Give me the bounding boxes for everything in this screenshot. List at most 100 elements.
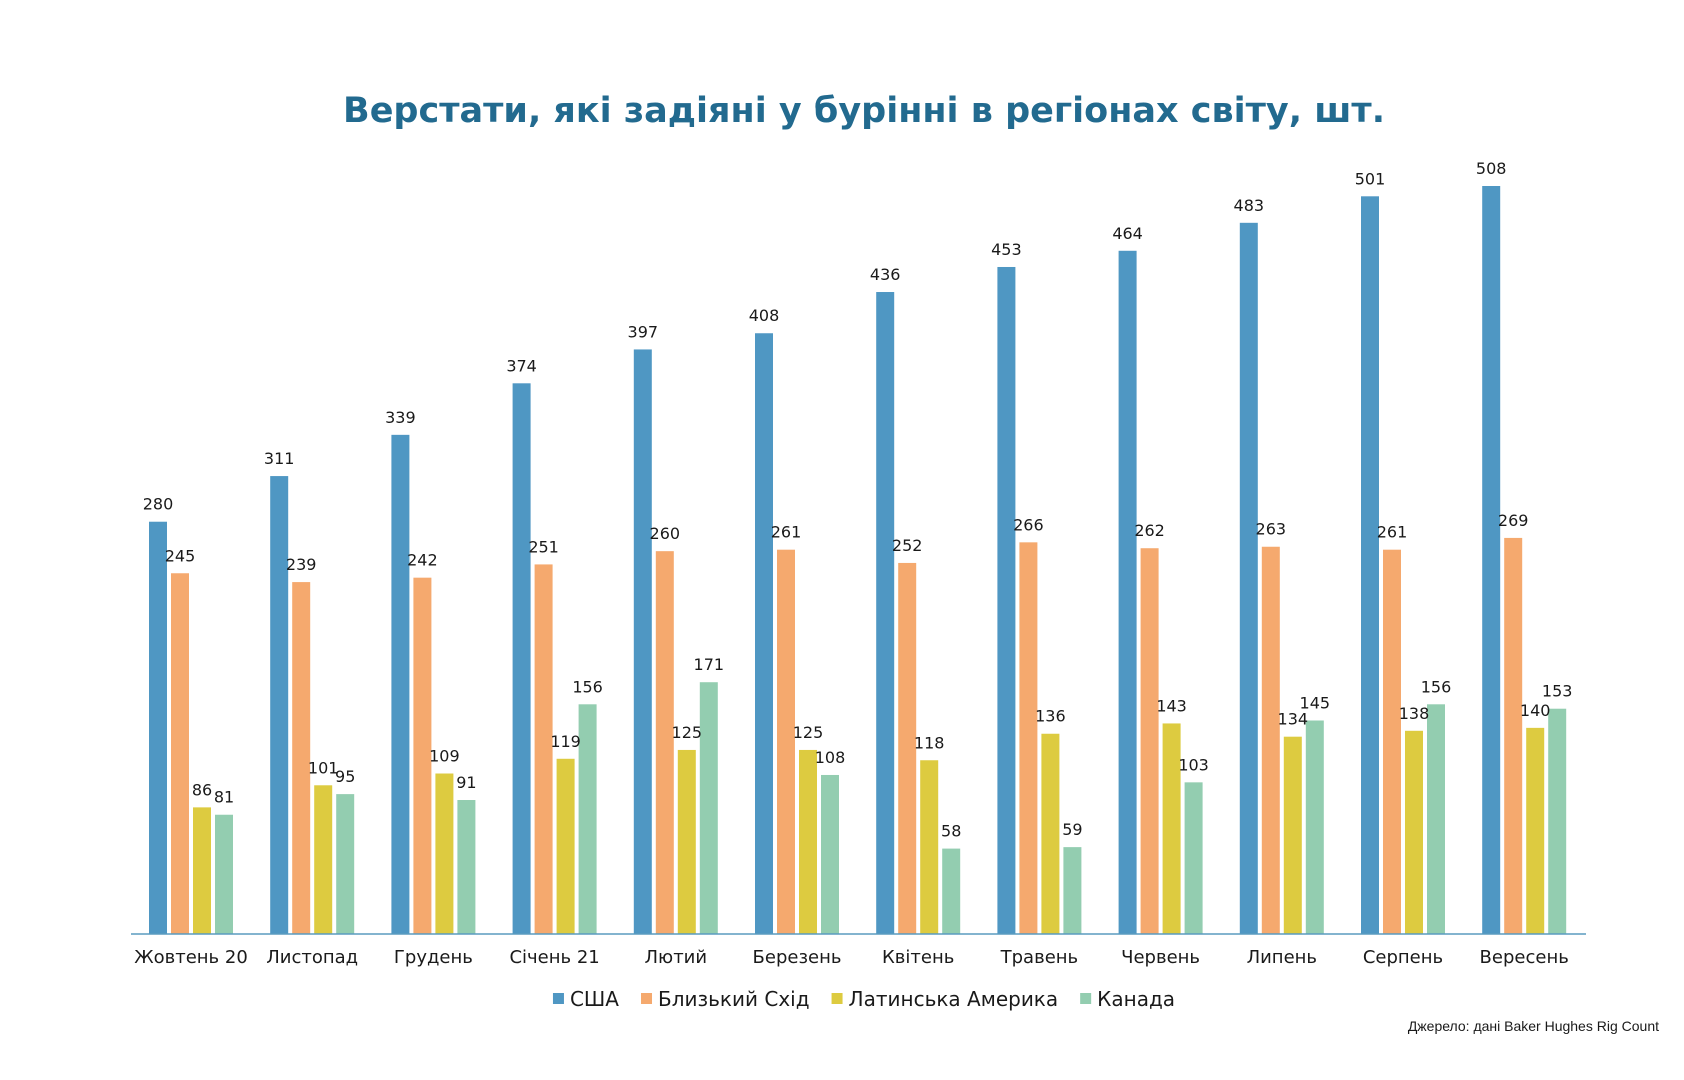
bar-1-1 bbox=[149, 521, 167, 934]
bar-4-7 bbox=[942, 848, 961, 934]
bar-value-label: 397 bbox=[628, 322, 659, 341]
bar-value-label: 125 bbox=[672, 723, 703, 742]
bar-value-label: 59 bbox=[1062, 820, 1082, 839]
bar-1-9 bbox=[1118, 250, 1137, 934]
bar-value-label: 262 bbox=[1134, 521, 1165, 540]
bar-2-8 bbox=[1019, 542, 1038, 934]
bar-value-label: 101 bbox=[308, 758, 339, 777]
bar-2-3 bbox=[413, 577, 432, 934]
bar-value-label: 140 bbox=[1520, 701, 1551, 720]
bar-3-3 bbox=[435, 773, 454, 934]
legend-swatch bbox=[552, 993, 564, 1004]
bar-2-2 bbox=[292, 582, 311, 934]
bar-4-11 bbox=[1427, 704, 1445, 934]
bar-value-label: 239 bbox=[286, 555, 317, 574]
legend-label: США bbox=[570, 987, 619, 1011]
bar-value-label: 280 bbox=[143, 495, 174, 514]
bar-4-3 bbox=[457, 800, 476, 934]
bar-1-10 bbox=[1239, 222, 1258, 934]
bar-value-label: 136 bbox=[1035, 707, 1066, 726]
legend: США Близький Схід Латинська Америка Канада bbox=[552, 987, 1175, 1011]
category-label: Травень bbox=[1000, 947, 1079, 968]
bar-value-label: 156 bbox=[572, 677, 603, 696]
category-label: Вересень bbox=[1480, 947, 1569, 968]
bar-4-10 bbox=[1305, 720, 1324, 934]
category-label: Квітень bbox=[882, 947, 954, 968]
bar-value-label: 156 bbox=[1421, 677, 1452, 696]
bar-1-11 bbox=[1361, 196, 1379, 935]
bar-value-label: 269 bbox=[1498, 511, 1529, 530]
bar-1-2 bbox=[270, 476, 289, 934]
bar-value-label: 118 bbox=[914, 733, 945, 752]
bar-3-9 bbox=[1162, 723, 1181, 934]
bar-value-label: 508 bbox=[1476, 159, 1507, 178]
bar-value-label: 125 bbox=[793, 723, 824, 742]
category-label: Березень bbox=[753, 947, 842, 968]
bar-2-6 bbox=[777, 549, 795, 934]
bar-value-label: 119 bbox=[550, 732, 581, 751]
bar-value-label: 134 bbox=[1278, 710, 1309, 729]
legend-swatch bbox=[831, 993, 843, 1004]
bar-value-label: 95 bbox=[335, 767, 355, 786]
bar-value-label: 263 bbox=[1256, 520, 1287, 539]
bar-4-8 bbox=[1063, 847, 1082, 934]
category-label: Лютий bbox=[645, 947, 708, 968]
bar-value-label: 339 bbox=[385, 408, 416, 427]
legend-label: Латинська Америка bbox=[849, 987, 1059, 1011]
bar-2-5 bbox=[655, 551, 674, 934]
category-label: Листопад bbox=[266, 947, 358, 968]
bar-1-4 bbox=[512, 383, 531, 934]
bar-3-2 bbox=[314, 785, 333, 934]
bar-3-10 bbox=[1283, 736, 1302, 934]
legend-swatch bbox=[1080, 993, 1092, 1004]
chart-title: Верстати, які задіяні у бурінні в регіон… bbox=[343, 91, 1385, 131]
bar-value-label: 252 bbox=[892, 536, 923, 555]
bar-2-4 bbox=[534, 564, 553, 934]
source-note: Джерело: дані Baker Hughes Rig Count bbox=[1408, 1018, 1659, 1034]
bar-2-12 bbox=[1504, 537, 1523, 934]
bar-3-11 bbox=[1405, 730, 1423, 934]
bar-3-8 bbox=[1041, 733, 1060, 934]
bar-4-12 bbox=[1548, 708, 1567, 934]
category-labels-group: Жовтень 20 Листопад Грудень Січень 21 Лютий Б… bbox=[134, 947, 1569, 968]
bar-value-label: 436 bbox=[870, 265, 901, 284]
bar-value-label: 483 bbox=[1234, 196, 1265, 215]
bar-1-8 bbox=[997, 266, 1016, 934]
bar-3-12 bbox=[1526, 727, 1545, 934]
category-label: Липень bbox=[1247, 947, 1317, 968]
category-label: Січень 21 bbox=[509, 947, 599, 968]
category-label: Жовтень 20 bbox=[134, 947, 248, 968]
bar-2-10 bbox=[1261, 546, 1280, 934]
bar-4-5 bbox=[699, 682, 718, 934]
bar-value-label: 138 bbox=[1399, 704, 1430, 723]
bar-3-1 bbox=[193, 807, 211, 934]
bar-2-1 bbox=[171, 573, 189, 934]
legend-label: Канада bbox=[1097, 987, 1175, 1011]
legend-label: Близький Схід bbox=[658, 987, 810, 1011]
bar-3-6 bbox=[799, 749, 817, 934]
bar-2-11 bbox=[1383, 549, 1401, 934]
bar-value-label: 108 bbox=[815, 748, 846, 767]
bar-3-4 bbox=[556, 758, 575, 934]
bar-value-label: 58 bbox=[941, 822, 961, 841]
category-label: Грудень bbox=[394, 947, 473, 968]
bar-value-label: 153 bbox=[1542, 682, 1573, 701]
bar-value-label: 143 bbox=[1156, 696, 1187, 715]
bar-value-label: 103 bbox=[1178, 755, 1209, 774]
bars-group bbox=[149, 186, 1567, 935]
bar-4-2 bbox=[336, 794, 355, 934]
bar-value-label: 171 bbox=[694, 655, 725, 674]
bar-1-5 bbox=[633, 349, 652, 935]
bar-1-12 bbox=[1482, 186, 1501, 934]
bar-value-label: 408 bbox=[749, 306, 780, 325]
bar-value-label: 260 bbox=[650, 524, 681, 543]
bar-1-6 bbox=[755, 333, 773, 934]
category-label: Червень bbox=[1121, 947, 1200, 968]
bar-value-label: 453 bbox=[991, 240, 1022, 259]
category-label: Серпень bbox=[1363, 947, 1443, 968]
bar-1-3 bbox=[391, 434, 410, 934]
bar-3-5 bbox=[677, 749, 696, 934]
bar-4-6 bbox=[821, 774, 839, 934]
